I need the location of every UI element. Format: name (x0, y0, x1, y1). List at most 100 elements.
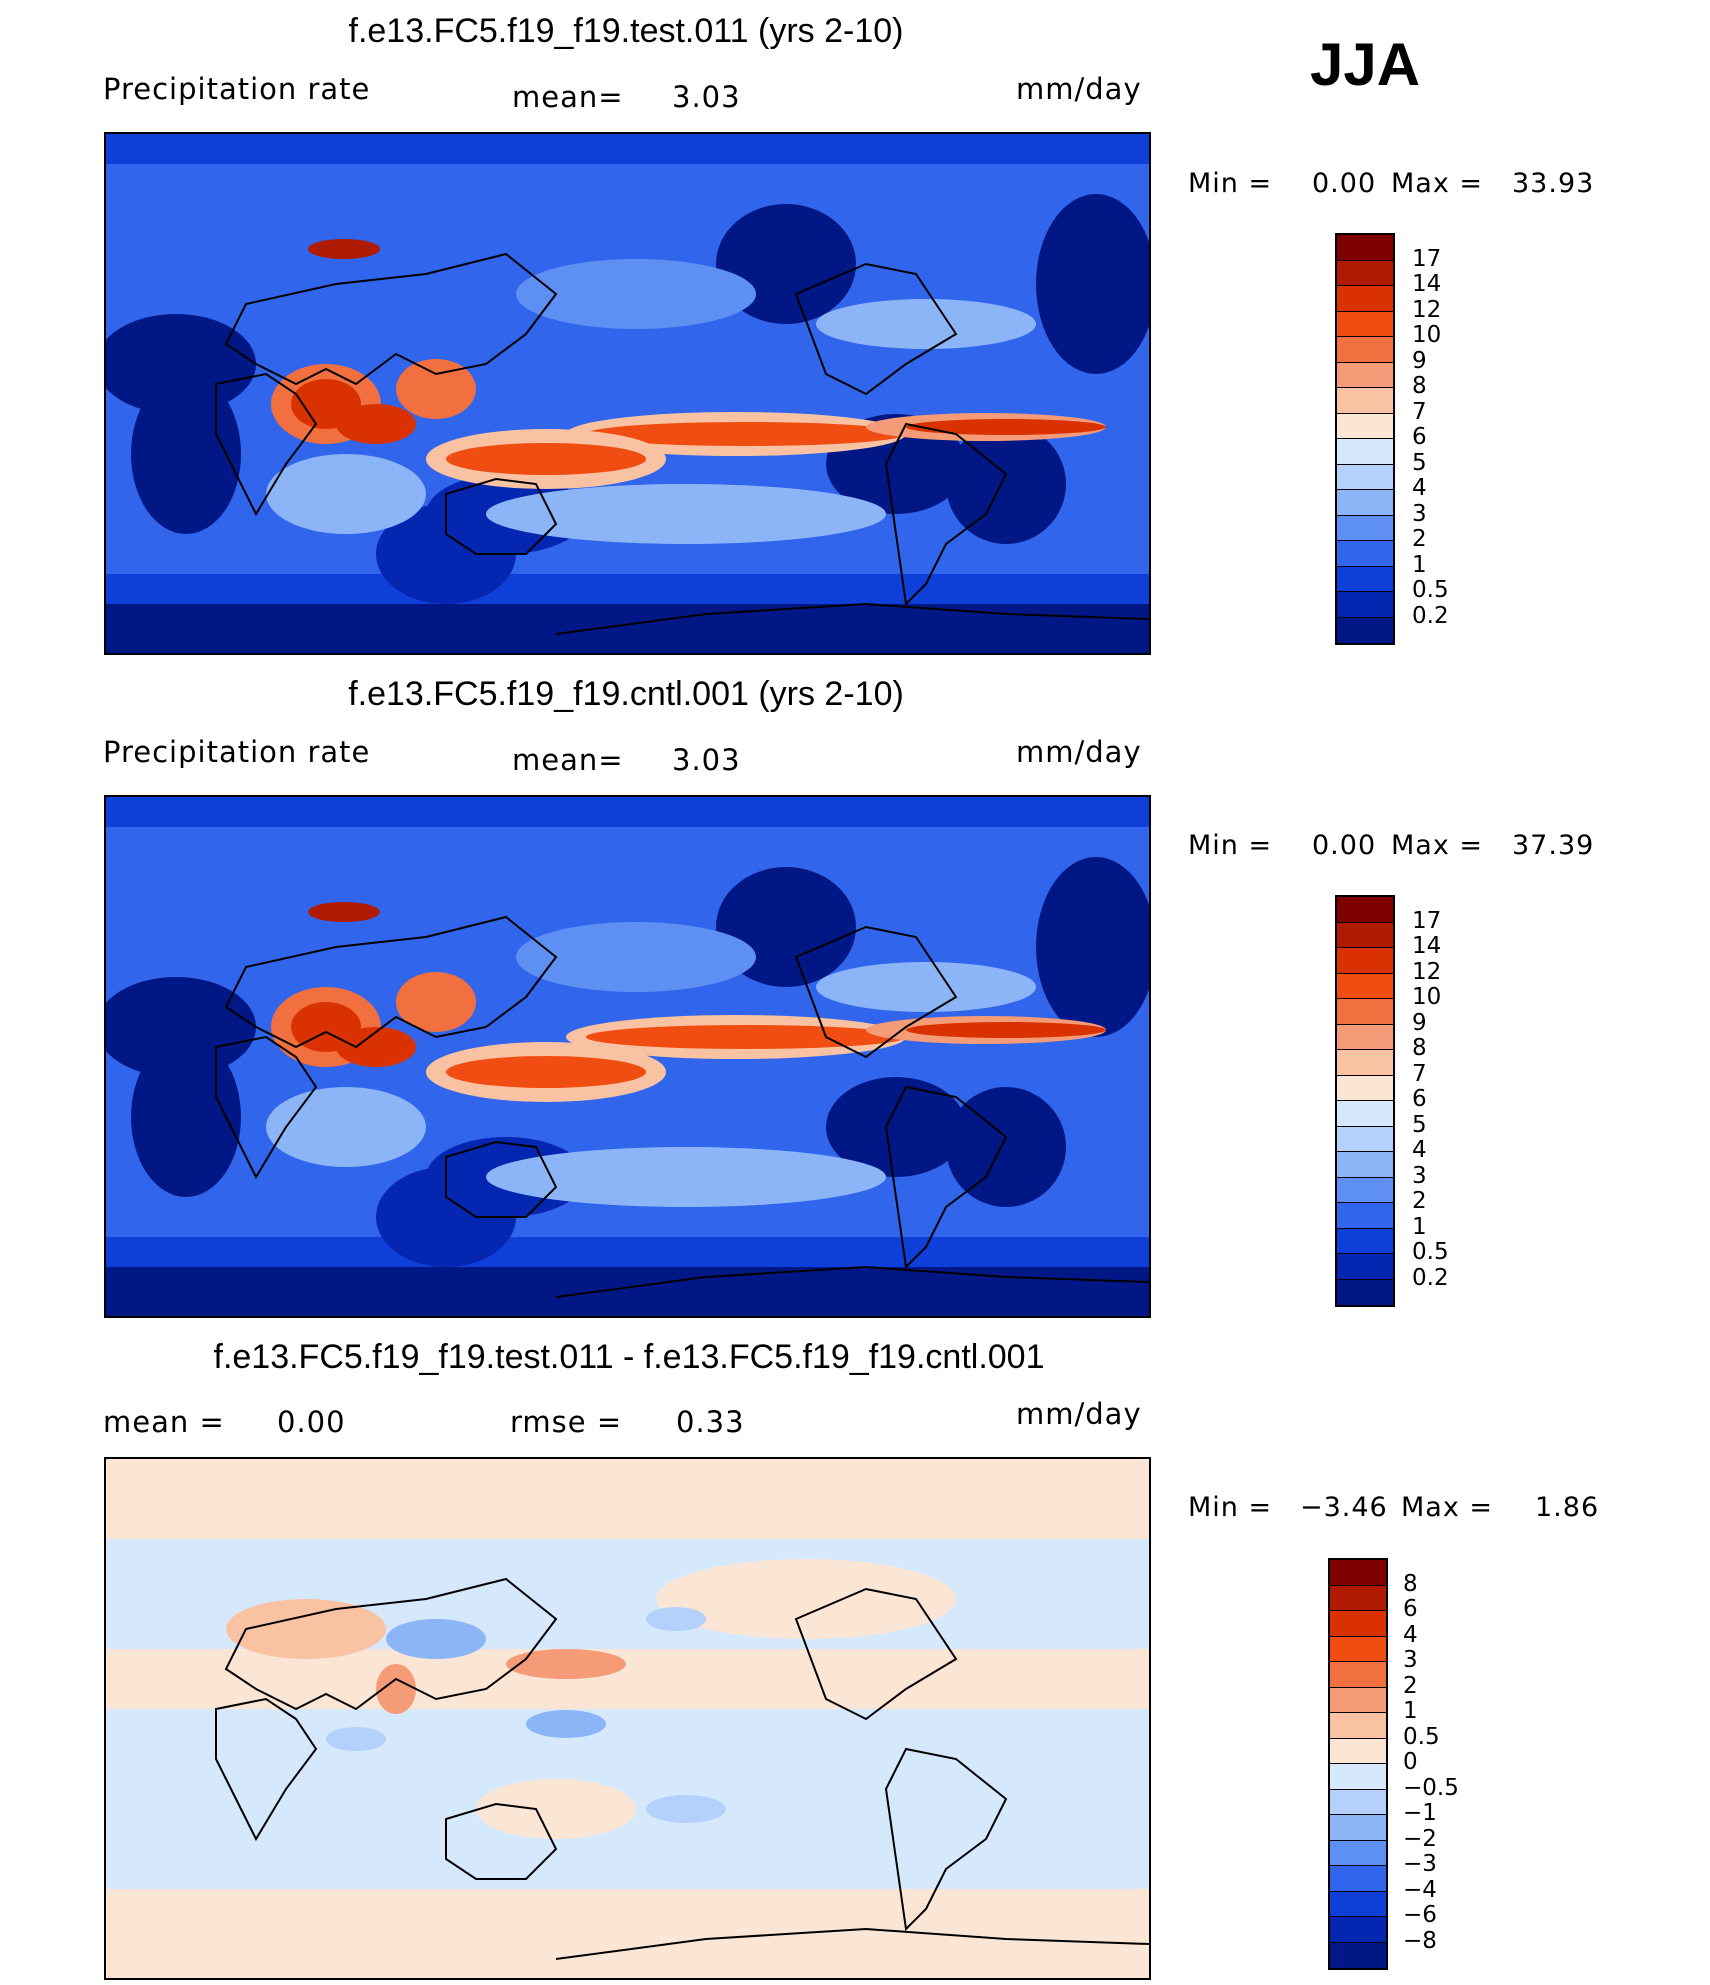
panel2-colorbar-swatch (1337, 1203, 1393, 1229)
panel1-colorbar-swatch (1337, 490, 1393, 516)
panel3-colorbar-tick-label: −0.5 (1403, 1774, 1459, 1801)
panel3-colorbar-tick-label: 8 (1403, 1570, 1418, 1597)
panel1-title: f.e13.FC5.f19_f19.test.011 (yrs 2-10) (348, 12, 904, 50)
panel2-colorbar-tick-label: 8 (1412, 1035, 1427, 1061)
panel1-colorbar-swatch (1337, 388, 1393, 414)
panel2-colorbar-swatch (1337, 1254, 1393, 1280)
panel1-mean-label: mean= (512, 80, 624, 114)
panel3-colorbar-swatch (1330, 1560, 1386, 1586)
panel1-colorbar-swatch (1337, 617, 1393, 643)
panel2-colorbar-swatch (1337, 1279, 1393, 1305)
panel2-colorbar-tick-label: 0.2 (1412, 1264, 1449, 1291)
panel2-colorbar-swatch (1337, 1177, 1393, 1203)
panel2-colorbar-tick-label: 0.5 (1412, 1239, 1449, 1265)
panel1-colorbar-swatch (1337, 235, 1393, 261)
panel1-colorbar-swatch (1337, 413, 1393, 439)
panel1-colorbar-swatch (1337, 464, 1393, 490)
panel1-map-svg (106, 134, 1149, 653)
panel1-colorbar-swatch (1337, 566, 1393, 592)
panel1-colorbar-tick-label: 12 (1412, 296, 1442, 323)
panel1-colorbar-swatch (1337, 541, 1393, 567)
panel1-colorbar-swatch (1337, 311, 1393, 337)
panel2-colorbar-swatch (1337, 999, 1393, 1025)
panel1-colorbar-tick-label: 2 (1412, 526, 1427, 552)
panel3-colorbar-swatch (1330, 1917, 1386, 1943)
panel3-colorbar-tick-label: 0 (1403, 1749, 1418, 1775)
panel2-colorbar-swatch (1337, 973, 1393, 999)
panel2-colorbar-swatch (1337, 1050, 1393, 1076)
panel2-colorbar (1335, 895, 1395, 1307)
panel1-colorbar-tick-label: 0.5 (1412, 577, 1449, 603)
panel3-colorbar-swatch (1330, 1840, 1386, 1866)
panel1-colorbar-tick-label: 17 (1412, 245, 1442, 272)
panel2-colorbar-swatch (1337, 1101, 1393, 1127)
panel3-colorbar-labels: 8 6 4 3 2 1 0.5 0 −0.5 −1 −2 −3 −4 −6 −8 (1403, 1558, 1493, 1970)
panel2-map-svg (106, 797, 1149, 1316)
panel1-colorbar-swatch (1337, 286, 1393, 312)
panel2-colorbar-swatch (1337, 1126, 1393, 1152)
panel2-colorbar-swatch (1337, 948, 1393, 974)
panel2-colorbar-swatch (1337, 1024, 1393, 1050)
panel3-max-label: Max = (1401, 1492, 1494, 1523)
panel2-variable-label: Precipitation rate (103, 735, 371, 769)
panel3-colorbar-swatch (1330, 1636, 1386, 1662)
panel1-colorbar-swatch (1337, 362, 1393, 388)
panel2-colorbar-tick-label: 4 (1412, 1137, 1427, 1163)
panel1-map (104, 132, 1151, 655)
panel2-max-value: 37.39 (1512, 830, 1595, 861)
panel3-colorbar-tick-label: 4 (1403, 1621, 1418, 1648)
panel1-max-value: 33.93 (1512, 168, 1595, 199)
panel2-colorbar-swatch (1337, 1075, 1393, 1101)
panel1-colorbar-swatch (1337, 439, 1393, 465)
panel1-variable-label: Precipitation rate (103, 72, 371, 106)
panel1-colorbar-tick-label: 4 (1412, 475, 1427, 501)
panel3-colorbar-tick-label: 6 (1403, 1596, 1418, 1622)
panel3-colorbar-tick-label: −6 (1403, 1902, 1437, 1928)
panel1-colorbar-tick-label: 7 (1412, 398, 1427, 425)
panel1-colorbar-tick-label: 8 (1412, 373, 1427, 399)
panel2-colorbar-tick-label: 9 (1412, 1009, 1427, 1036)
panel2-map (104, 795, 1151, 1318)
panel2-max-label: Max = (1391, 830, 1484, 861)
panel3-max-value: 1.86 (1535, 1492, 1600, 1523)
panel1-colorbar-tick-label: 6 (1412, 424, 1427, 450)
panel3-colorbar-swatch (1330, 1942, 1386, 1968)
panel3-rmse-label: rmse = (510, 1405, 623, 1439)
panel2-min-label: Min = (1188, 830, 1273, 861)
panel3-rmse-value: 0.33 (676, 1405, 745, 1439)
panel3-colorbar-tick-label: 1 (1403, 1698, 1418, 1724)
panel3-colorbar-swatch (1330, 1713, 1386, 1739)
panel1-max-label: Max = (1391, 168, 1484, 199)
panel3-colorbar-swatch (1330, 1585, 1386, 1611)
panel1-colorbar-tick-label: 3 (1412, 500, 1427, 527)
panel3-colorbar-swatch (1330, 1789, 1386, 1815)
panel1-min-value: 0.00 (1312, 168, 1377, 199)
panel2-colorbar-tick-label: 7 (1412, 1060, 1427, 1087)
panel3-title: f.e13.FC5.f19_f19.test.011 - f.e13.FC5.f… (213, 1338, 1045, 1376)
panel3-colorbar-tick-label: 3 (1403, 1647, 1418, 1673)
panel3-colorbar-tick-label: −3 (1403, 1851, 1437, 1877)
panel2-colorbar-tick-label: 10 (1412, 984, 1442, 1010)
panel2-mean-label: mean= (512, 743, 624, 777)
panel1-colorbar-tick-label: 14 (1412, 271, 1442, 297)
panel2-colorbar-tick-label: 17 (1412, 907, 1442, 934)
panel3-colorbar-swatch (1330, 1891, 1386, 1917)
panel2-colorbar-tick-label: 2 (1412, 1188, 1427, 1214)
panel1-colorbar-tick-label: 1 (1412, 551, 1427, 578)
panel1-min-label: Min = (1188, 168, 1273, 199)
panel3-colorbar-swatch (1330, 1662, 1386, 1688)
panel3-map (104, 1457, 1151, 1980)
panel1-colorbar-swatch (1337, 260, 1393, 286)
panel1-colorbar-swatch (1337, 337, 1393, 363)
panel3-colorbar-tick-label: −4 (1403, 1876, 1437, 1903)
panel2-title: f.e13.FC5.f19_f19.cntl.001 (yrs 2-10) (348, 675, 904, 713)
panel2-colorbar-tick-label: 5 (1412, 1111, 1427, 1138)
panel2-units: mm/day (1016, 735, 1142, 769)
panel1-colorbar (1335, 233, 1395, 645)
panel3-colorbar-swatch (1330, 1866, 1386, 1892)
panel3-mean-value: 0.00 (277, 1405, 346, 1439)
panel2-colorbar-tick-label: 14 (1412, 933, 1442, 959)
panel1-colorbar-tick-label: 9 (1412, 347, 1427, 374)
panel2-min-value: 0.00 (1312, 830, 1377, 861)
panel3-colorbar-tick-label: −1 (1403, 1800, 1437, 1826)
